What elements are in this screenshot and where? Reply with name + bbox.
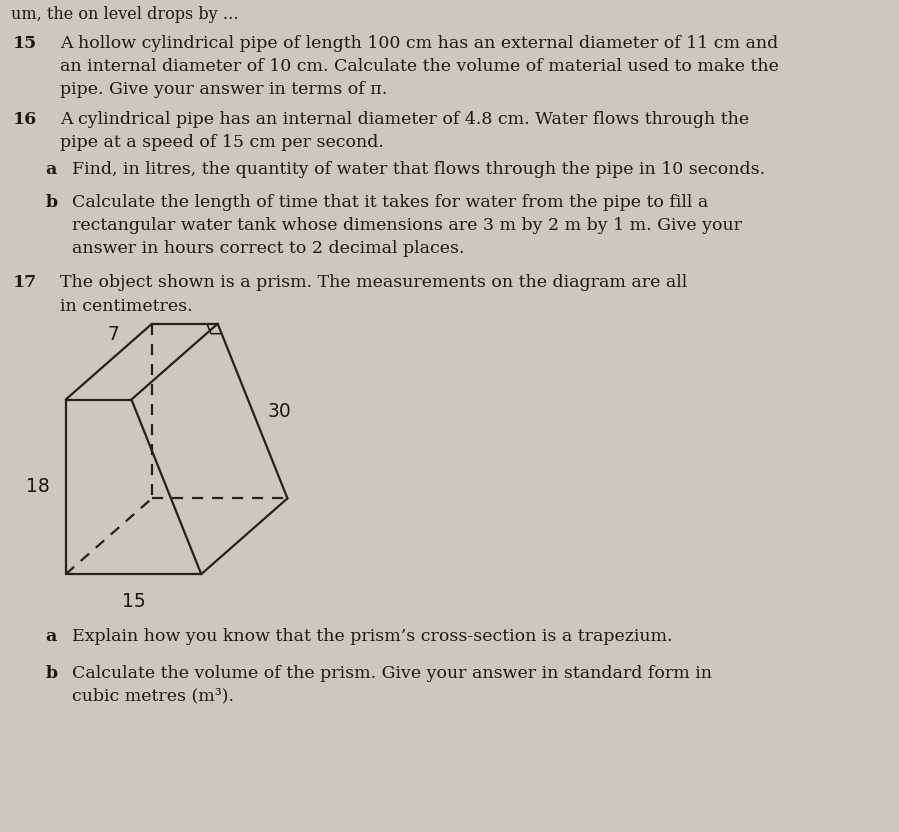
Text: pipe at a speed of 15 cm per second.: pipe at a speed of 15 cm per second. [60, 134, 384, 151]
Text: A cylindrical pipe has an internal diameter of 4.8 cm. Water flows through the: A cylindrical pipe has an internal diame… [60, 111, 749, 128]
Text: in centimetres.: in centimetres. [60, 298, 192, 314]
Text: Explain how you know that the prism’s cross-section is a trapezium.: Explain how you know that the prism’s cr… [72, 627, 672, 645]
Text: an internal diameter of 10 cm. Calculate the volume of material used to make the: an internal diameter of 10 cm. Calculate… [60, 57, 779, 75]
Text: um, the on level drops by …: um, the on level drops by … [11, 6, 238, 22]
Text: 7: 7 [107, 324, 119, 344]
Text: 15: 15 [121, 592, 146, 612]
Text: rectangular water tank whose dimensions are 3 m by 2 m by 1 m. Give your: rectangular water tank whose dimensions … [72, 217, 742, 234]
Text: pipe. Give your answer in terms of π.: pipe. Give your answer in terms of π. [60, 81, 387, 98]
Text: cubic metres (m³).: cubic metres (m³). [72, 687, 234, 705]
Text: Find, in litres, the quantity of water that flows through the pipe in 10 seconds: Find, in litres, the quantity of water t… [72, 161, 765, 179]
Text: The object shown is a prism. The measurements on the diagram are all: The object shown is a prism. The measure… [60, 275, 687, 291]
Text: 15: 15 [13, 35, 37, 52]
Text: 17: 17 [13, 275, 37, 291]
Text: 30: 30 [267, 402, 291, 420]
Text: a: a [45, 161, 57, 179]
Text: Calculate the volume of the prism. Give your answer in standard form in: Calculate the volume of the prism. Give … [72, 665, 711, 681]
Text: Calculate the length of time that it takes for water from the pipe to fill a: Calculate the length of time that it tak… [72, 194, 708, 210]
Text: 16: 16 [13, 111, 37, 128]
Text: answer in hours correct to 2 decimal places.: answer in hours correct to 2 decimal pla… [72, 240, 464, 257]
Text: b: b [45, 194, 58, 210]
Text: 18: 18 [25, 478, 49, 497]
Text: A hollow cylindrical pipe of length 100 cm has an external diameter of 11 cm and: A hollow cylindrical pipe of length 100 … [60, 35, 779, 52]
Text: b: b [45, 665, 58, 681]
Text: a: a [45, 627, 57, 645]
